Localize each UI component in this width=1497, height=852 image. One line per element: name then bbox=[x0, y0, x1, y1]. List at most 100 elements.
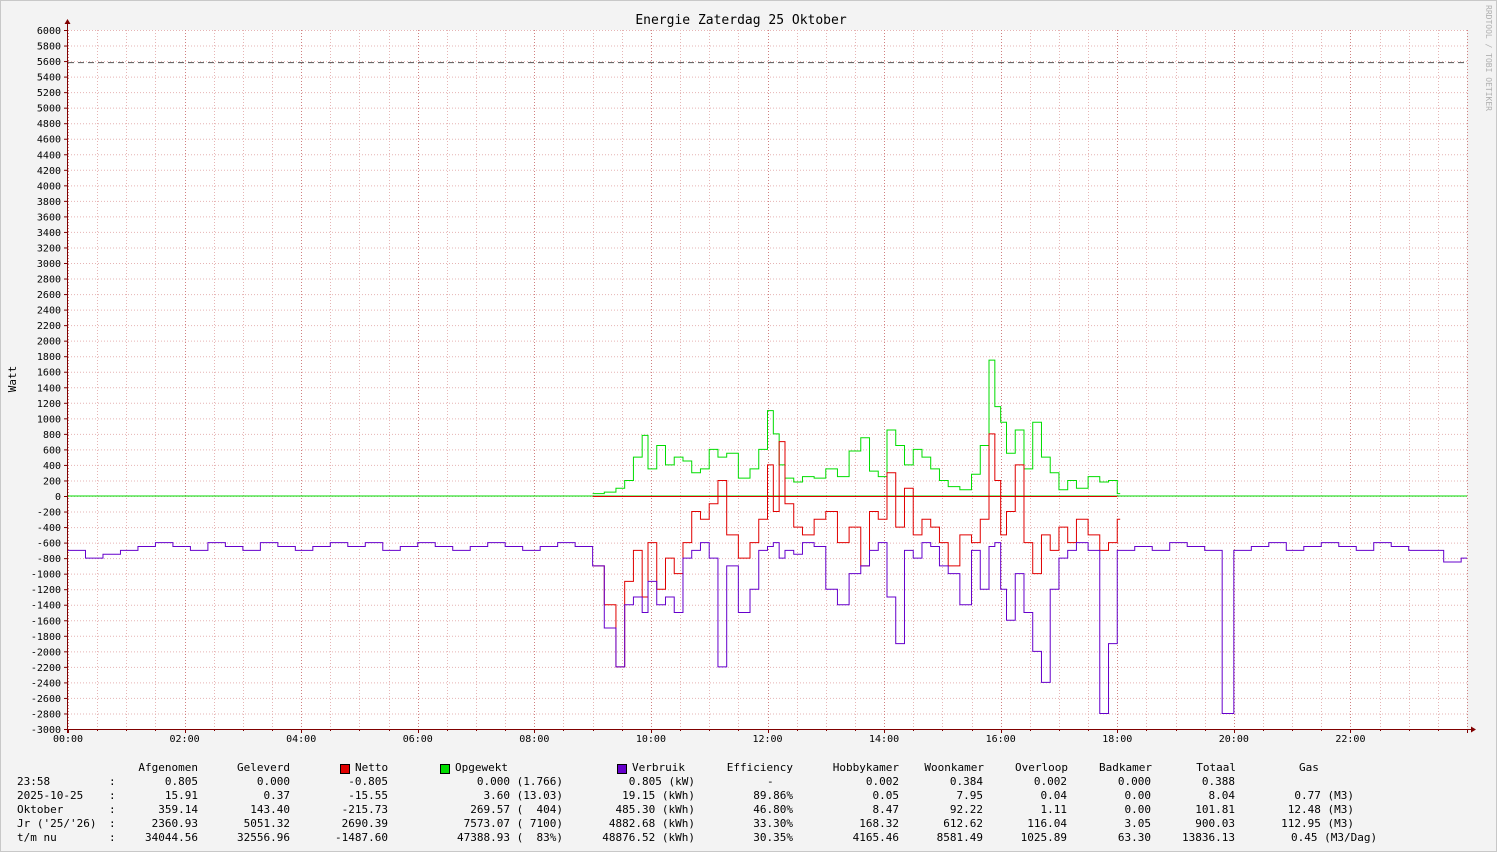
x-tick-label: 04:00 bbox=[286, 734, 316, 745]
y-tick-label: 1600 bbox=[37, 368, 61, 379]
stats-opgewekt-cell: 47388.93 ( 83%) bbox=[457, 831, 563, 844]
stats-geleverd-cell: 143.40 bbox=[250, 803, 290, 816]
stats-geleverd-cell: 0.000 bbox=[256, 775, 290, 788]
y-tick-label: 400 bbox=[43, 461, 61, 472]
y-tick-label: -2400 bbox=[31, 678, 61, 689]
y-tick-label: 3200 bbox=[37, 243, 61, 254]
y-tick-label: 600 bbox=[43, 445, 61, 456]
x-tick-label: 18:00 bbox=[1102, 734, 1132, 745]
stats-opgewekt-cell: 0.000 (1.766) bbox=[476, 775, 563, 788]
stats-netto-cell: -215.73 bbox=[341, 803, 388, 816]
y-tick-label: -2000 bbox=[31, 647, 61, 658]
stats-hobbykamer-cell: 0.05 bbox=[872, 789, 900, 802]
stats-netto-cell: -1487.60 bbox=[335, 831, 388, 844]
stats-totaal-cell: 900.03 bbox=[1195, 817, 1235, 830]
stats-afgenomen-cell: 359.14 bbox=[158, 803, 198, 816]
stats-colon-cell: : bbox=[109, 789, 116, 802]
y-tick-label: 3000 bbox=[37, 259, 61, 270]
stats-overloop-cell: 0.002 bbox=[1033, 775, 1067, 788]
plot-background bbox=[68, 30, 1467, 729]
chart-axes bbox=[64, 19, 1476, 733]
y-tick-label: 800 bbox=[43, 430, 61, 441]
header-hobbykamer: Hobbykamer bbox=[832, 761, 899, 774]
stats-geleverd-cell: 32556.96 bbox=[237, 831, 290, 844]
stats-geleverd-cell: 0.37 bbox=[263, 789, 291, 802]
legend-swatch-netto bbox=[340, 764, 350, 774]
stats-overloop-cell: 116.04 bbox=[1027, 817, 1067, 830]
x-tick-label: 06:00 bbox=[403, 734, 433, 745]
y-axis-arrow bbox=[64, 19, 71, 24]
stats-badkamer-cell: 63.30 bbox=[1117, 831, 1151, 844]
y-tick-label: 2000 bbox=[37, 337, 61, 348]
y-tick-label: -2800 bbox=[31, 709, 61, 720]
stats-afgenomen-cell: 0.805 bbox=[164, 775, 198, 788]
stats-woonkamer-cell: 7.95 bbox=[956, 789, 984, 802]
x-tick-label: 16:00 bbox=[986, 734, 1016, 745]
stats-hobbykamer-cell: 4165.46 bbox=[852, 831, 899, 844]
stats-label-cell: 2025-10-25 bbox=[17, 789, 84, 802]
y-axis-label: Watt bbox=[6, 366, 19, 393]
y-tick-labels: 6000580056005400520050004800460044004200… bbox=[31, 26, 61, 736]
stats-woonkamer-cell: 8581.49 bbox=[936, 831, 983, 844]
header-netto: Netto bbox=[355, 761, 389, 774]
y-tick-label: -1000 bbox=[31, 570, 61, 581]
x-tick-label: 08:00 bbox=[519, 734, 549, 745]
stats-label-cell: Jr ('25/'26) bbox=[17, 817, 97, 830]
x-axis-arrow bbox=[1471, 726, 1476, 733]
chart-series bbox=[68, 62, 1467, 714]
header-badkamer: Badkamer bbox=[1099, 761, 1152, 774]
stats-netto-cell: -0.805 bbox=[348, 775, 388, 788]
stats-overloop-cell: 1025.89 bbox=[1020, 831, 1067, 844]
stats-gas-cell: 12.48 (M3) bbox=[1287, 803, 1354, 816]
stats-afgenomen-cell: 34044.56 bbox=[145, 831, 198, 844]
y-tick-label: -600 bbox=[37, 539, 61, 550]
stats-colon-cell: : bbox=[109, 775, 116, 788]
stats-efficiency-cell: 89.86% bbox=[753, 789, 793, 802]
y-tick-label: 4000 bbox=[37, 181, 61, 192]
stats-colon-cell: : bbox=[109, 831, 116, 844]
y-tick-label: 2800 bbox=[37, 275, 61, 286]
x-tick-labels: 00:00 02:00 04:00 06:00 08:00 10:00 12:00 14:00… bbox=[53, 734, 1366, 745]
stats-geleverd-cell: 5051.32 bbox=[243, 817, 290, 830]
stats-verbruik-cell: 0.805 (kW) bbox=[628, 775, 695, 788]
y-tick-label: -1800 bbox=[31, 632, 61, 643]
y-tick-label: -400 bbox=[37, 523, 61, 534]
y-tick-label: 2600 bbox=[37, 290, 61, 301]
stats-totaal-cell: 8.04 bbox=[1208, 789, 1236, 802]
header-verbruik: Verbruik bbox=[632, 761, 685, 774]
y-tick-label: 4600 bbox=[37, 135, 61, 146]
y-tick-label: 5400 bbox=[37, 73, 61, 84]
stats-gas-cell: 112.95 (M3) bbox=[1281, 817, 1354, 830]
stats-woonkamer-cell: 0.384 bbox=[949, 775, 983, 788]
y-tick-label: 200 bbox=[43, 476, 61, 487]
stats-netto-cell: 2690.39 bbox=[341, 817, 388, 830]
y-tick-label: 1000 bbox=[37, 414, 61, 425]
y-tick-label: 6000 bbox=[37, 26, 61, 37]
y-tick-label: 5600 bbox=[37, 57, 61, 68]
stats-colon-cell: : bbox=[109, 803, 116, 816]
x-tick-label: 02:00 bbox=[170, 734, 200, 745]
y-tick-label: -3000 bbox=[31, 725, 61, 736]
header-afgenomen: Afgenomen bbox=[138, 761, 198, 774]
y-tick-label: -200 bbox=[37, 508, 61, 519]
x-tick-label: 12:00 bbox=[752, 734, 782, 745]
stats-verbruik-cell: 4882.68 (kWh) bbox=[608, 817, 695, 830]
stats-opgewekt-cell: 7573.07 ( 7100) bbox=[463, 817, 563, 830]
stats-totaal-cell: 13836.13 bbox=[1182, 831, 1235, 844]
series-line-opgewekt bbox=[592, 359, 1121, 495]
stats-badkamer-cell: 0.00 bbox=[1124, 803, 1152, 816]
y-tick-label: -1200 bbox=[31, 585, 61, 596]
y-tick-label: 5000 bbox=[37, 104, 61, 115]
x-tick-label: 10:00 bbox=[636, 734, 666, 745]
y-tick-label: 3400 bbox=[37, 228, 61, 239]
stats-opgewekt-cell: 269.57 ( 404) bbox=[470, 803, 563, 816]
y-tick-label: -2200 bbox=[31, 663, 61, 674]
header-overloop: Overloop bbox=[1015, 761, 1068, 774]
header-geleverd: Geleverd bbox=[237, 761, 290, 774]
stats-opgewekt-cell: 3.60 (13.03) bbox=[483, 789, 563, 802]
stats-hobbykamer-cell: 0.002 bbox=[865, 775, 899, 788]
header-woonkamer: Woonkamer bbox=[924, 761, 984, 774]
stats-gas-cell: 0.45 (M3/Dag) bbox=[1291, 831, 1378, 844]
y-tick-label: 1800 bbox=[37, 352, 61, 363]
y-tick-label: -1600 bbox=[31, 616, 61, 627]
